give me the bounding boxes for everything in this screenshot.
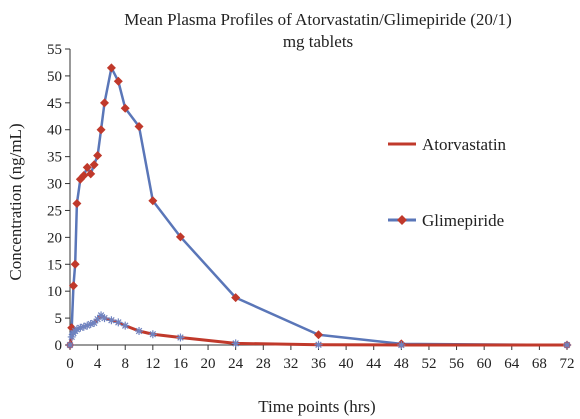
data-point-atorvastatin [121, 321, 130, 330]
data-point-atorvastatin [79, 322, 88, 331]
y-tick-label: 0 [55, 338, 63, 354]
data-point-glimepiride [175, 232, 185, 242]
x-tick-label: 4 [94, 356, 102, 372]
data-point-glimepiride [89, 160, 99, 170]
x-tick-label: 56 [449, 356, 465, 372]
data-point-atorvastatin [72, 325, 81, 334]
data-point-glimepiride [134, 121, 144, 131]
data-point-atorvastatin [114, 318, 123, 327]
x-tick-label: 48 [394, 356, 409, 372]
data-point-glimepiride [82, 162, 92, 172]
chart-title-line-1: Mean Plasma Profiles of Atorvastatin/Gli… [124, 10, 512, 29]
legend-marker-glimepiride [397, 215, 407, 225]
data-point-atorvastatin [100, 314, 109, 323]
y-tick-label: 55 [47, 42, 62, 58]
data-point-glimepiride [68, 281, 78, 291]
series-line-atorvastatin [68, 313, 567, 347]
x-tick-label: 72 [560, 356, 575, 372]
x-tick-label: 32 [283, 356, 298, 372]
data-point-atorvastatin [148, 330, 157, 339]
data-point-glimepiride [100, 98, 110, 108]
data-point-glimepiride [86, 169, 96, 179]
data-point-atorvastatin [176, 333, 185, 342]
data-point-atorvastatin [563, 341, 571, 349]
data-point-atorvastatin [97, 311, 106, 320]
x-tick-label: 44 [366, 356, 382, 372]
y-tick-label: 20 [47, 230, 62, 246]
legend-label-atorvastatin: Atorvastatin [422, 135, 507, 154]
x-tick-label: 8 [121, 356, 129, 372]
x-tick-label: 64 [504, 356, 520, 372]
x-tick-label: 16 [173, 356, 189, 372]
y-tick-label: 25 [47, 203, 62, 219]
data-point-glimepiride [79, 170, 89, 180]
y-tick-label: 5 [55, 311, 63, 327]
data-point-glimepiride [148, 196, 158, 206]
data-point-atorvastatin [76, 323, 85, 332]
data-point-glimepiride [231, 293, 241, 303]
data-point-atorvastatin [231, 339, 240, 348]
y-tick-label: 50 [47, 69, 62, 85]
x-tick-label: 36 [311, 356, 327, 372]
data-point-atorvastatin [314, 340, 323, 349]
data-point-glimepiride [113, 76, 123, 86]
data-point-atorvastatin [90, 318, 99, 327]
x-tick-label: 68 [532, 356, 547, 372]
data-point-glimepiride [96, 125, 106, 135]
x-tick-label: 0 [66, 356, 74, 372]
y-tick-label: 30 [47, 177, 62, 193]
x-tick-label: 24 [228, 356, 244, 372]
x-tick-label: 12 [145, 356, 160, 372]
data-point-atorvastatin [107, 316, 116, 325]
y-tick-label: 40 [47, 123, 62, 139]
y-tick-label: 35 [47, 150, 62, 166]
data-point-atorvastatin [397, 341, 406, 349]
data-point-atorvastatin [135, 327, 144, 336]
data-point-glimepiride [314, 330, 323, 340]
data-point-atorvastatin [83, 321, 92, 330]
data-point-atorvastatin [67, 332, 76, 341]
data-point-atorvastatin [66, 341, 74, 349]
legend-label-glimepiride: Glimepiride [422, 211, 504, 230]
y-tick-label: 45 [47, 96, 62, 112]
data-point-atorvastatin [93, 315, 102, 324]
x-tick-label: 60 [477, 356, 492, 372]
y-tick-label: 10 [47, 284, 62, 300]
chart-title-line-2: mg tablets [283, 32, 353, 51]
legend: Atorvastatin Glimepiride [388, 135, 507, 230]
data-point-glimepiride [70, 259, 80, 269]
x-tick-label: 28 [256, 356, 271, 372]
data-point-glimepiride [106, 63, 116, 73]
data-point-atorvastatin [86, 320, 95, 329]
y-tick-label: 15 [47, 257, 62, 273]
data-point-glimepiride [93, 151, 103, 161]
data-point-glimepiride [120, 103, 130, 113]
data-point-glimepiride [72, 198, 82, 208]
x-tick-label: 20 [201, 356, 216, 372]
x-axis-title: Time points (hrs) [258, 397, 375, 416]
series-line-glimepiride [68, 66, 568, 347]
x-tick-label: 52 [421, 356, 436, 372]
y-axis-title: Concentration (ng/mL) [6, 123, 25, 280]
x-tick-label: 40 [339, 356, 354, 372]
